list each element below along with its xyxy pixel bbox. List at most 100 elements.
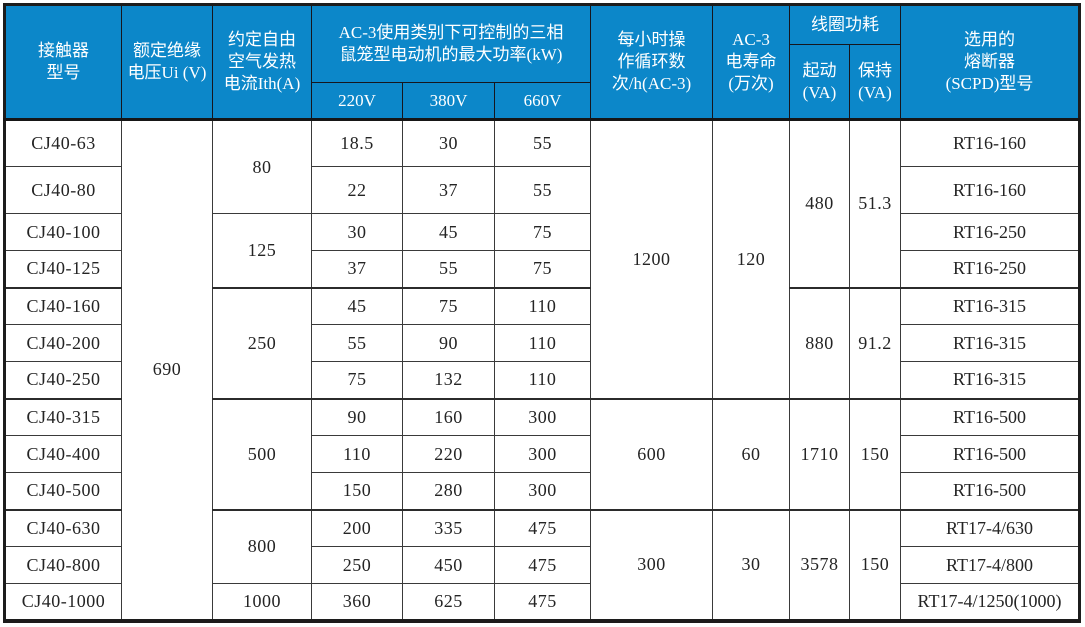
model-cell: CJ40-400 xyxy=(4,435,122,473)
model-cell: CJ40-315 xyxy=(4,397,122,436)
kw-660-cell: 300 xyxy=(494,435,591,473)
model-cell: CJ40-1000 xyxy=(4,583,122,621)
table-row: CJ40-250 75 132 110 RT16-315 xyxy=(4,361,1080,399)
table-row: CJ40-100 125 30 45 75 RT16-250 xyxy=(4,213,1080,288)
kw-660-cell: 55 xyxy=(494,166,591,214)
header-model: 接触器 型号 xyxy=(4,4,122,120)
kw-380-cell: 625 xyxy=(402,583,495,621)
kw-660-cell: 475 xyxy=(494,508,591,547)
header-fuse-type: 选用的 熔断器 (SCPD)型号 xyxy=(900,4,1080,120)
kw-660-cell: 475 xyxy=(494,583,591,621)
fuse-cell: RT16-250 xyxy=(900,213,1080,251)
cycles-cell: 300 xyxy=(590,508,713,621)
header-thermal-current: 约定自由 空气发热 电流Ith(A) xyxy=(212,4,312,120)
kw-220-cell: 90 xyxy=(311,397,403,436)
kw-660-cell: 75 xyxy=(494,213,591,251)
fuse-cell: RT16-315 xyxy=(900,286,1080,325)
fuse-cell: RT16-160 xyxy=(900,119,1080,167)
table-row: CJ40-400 110 220 300 RT16-500 xyxy=(4,435,1080,473)
kw-380-cell: 30 xyxy=(402,119,495,167)
fuse-cell: RT16-500 xyxy=(900,397,1080,436)
table-row: CJ40-63 690 80 18.5 30 55 1200 120 480 5… xyxy=(4,119,1080,621)
kw-660-cell: 55 xyxy=(494,119,591,167)
kw-380-cell: 90 xyxy=(402,324,495,362)
header-380v: 380V xyxy=(402,82,495,120)
kw-220-cell: 30 xyxy=(311,213,403,251)
coil-start-cell: 1710 xyxy=(789,397,850,510)
coil-start-cell: 3578 xyxy=(789,508,850,621)
table-row: CJ40-200 55 90 110 RT16-315 xyxy=(4,324,1080,362)
kw-380-cell: 75 xyxy=(402,286,495,325)
kw-380-cell: 132 xyxy=(402,361,495,399)
kw-380-cell: 55 xyxy=(402,250,495,288)
table-row: CJ40-500 150 280 300 RT16-500 xyxy=(4,472,1080,510)
fuse-cell: RT16-315 xyxy=(900,324,1080,362)
fuse-cell: RT16-250 xyxy=(900,250,1080,288)
model-cell: CJ40-800 xyxy=(4,546,122,584)
fuse-cell: RT16-500 xyxy=(900,435,1080,473)
model-cell: CJ40-63 xyxy=(4,119,122,167)
coil-start-cell: 880 xyxy=(789,286,850,399)
header-insulation-voltage: 额定绝缘 电压Ui (V) xyxy=(121,4,213,120)
kw-220-cell: 360 xyxy=(311,583,403,621)
thermal-current-cell: 800 xyxy=(212,508,312,584)
table-row: CJ40-800 250 450 475 RT17-4/800 xyxy=(4,546,1080,584)
model-cell: CJ40-500 xyxy=(4,472,122,510)
header-660v: 660V xyxy=(494,82,591,120)
header-coil-start: 起动 (VA) xyxy=(789,44,850,120)
kw-380-cell: 450 xyxy=(402,546,495,584)
header-coil-hold: 保持 (VA) xyxy=(849,44,901,120)
thermal-current-cell: 1000 xyxy=(212,583,312,621)
table-row: CJ40-630 800 200 335 475 300 30 3578 150… xyxy=(4,508,1080,621)
kw-660-cell: 475 xyxy=(494,546,591,584)
kw-220-cell: 22 xyxy=(311,166,403,214)
kw-380-cell: 220 xyxy=(402,435,495,473)
kw-660-cell: 110 xyxy=(494,286,591,325)
table-row: CJ40-1000 1000 360 625 475 RT17-4/1250(1… xyxy=(4,583,1080,621)
kw-660-cell: 75 xyxy=(494,250,591,288)
coil-hold-cell: 91.2 xyxy=(849,286,901,399)
thermal-current-cell: 500 xyxy=(212,397,312,510)
kw-380-cell: 37 xyxy=(402,166,495,214)
model-cell: CJ40-100 xyxy=(4,213,122,251)
model-cell: CJ40-160 xyxy=(4,286,122,325)
cycles-cell: 600 xyxy=(590,397,713,510)
model-cell: CJ40-125 xyxy=(4,250,122,288)
table-body: CJ40-63 690 80 18.5 30 55 1200 120 480 5… xyxy=(4,119,1080,621)
model-cell: CJ40-200 xyxy=(4,324,122,362)
coil-start-cell: 480 xyxy=(789,119,850,288)
fuse-cell: RT16-160 xyxy=(900,166,1080,214)
kw-220-cell: 250 xyxy=(311,546,403,584)
kw-220-cell: 150 xyxy=(311,472,403,510)
table-row: CJ40-80 22 37 55 RT16-160 xyxy=(4,166,1080,214)
model-cell: CJ40-630 xyxy=(4,508,122,547)
header-cycles-per-hour: 每小时操 作循环数 次/h(AC-3) xyxy=(590,4,713,120)
thermal-current-cell: 125 xyxy=(212,213,312,288)
kw-660-cell: 110 xyxy=(494,361,591,399)
thermal-current-cell: 250 xyxy=(212,286,312,399)
life-cell: 30 xyxy=(712,508,790,621)
life-cell: 120 xyxy=(712,119,790,399)
fuse-cell: RT16-500 xyxy=(900,472,1080,510)
kw-660-cell: 300 xyxy=(494,397,591,436)
coil-hold-cell: 150 xyxy=(849,397,901,510)
contactor-spec-table: 接触器 型号 额定绝缘 电压Ui (V) 约定自由 空气发热 电流Ith(A) … xyxy=(3,3,1081,623)
table-row: CJ40-125 37 55 75 RT16-250 xyxy=(4,250,1080,288)
table-header: 接触器 型号 额定绝缘 电压Ui (V) 约定自由 空气发热 电流Ith(A) … xyxy=(4,4,1080,120)
kw-220-cell: 45 xyxy=(311,286,403,325)
model-cell: CJ40-80 xyxy=(4,166,122,214)
coil-hold-cell: 150 xyxy=(849,508,901,621)
fuse-cell: RT17-4/800 xyxy=(900,546,1080,584)
contactor-spec-table-wrap: 接触器 型号 额定绝缘 电压Ui (V) 约定自由 空气发热 电流Ith(A) … xyxy=(3,3,1081,623)
kw-660-cell: 110 xyxy=(494,324,591,362)
fuse-cell: RT16-315 xyxy=(900,361,1080,399)
kw-220-cell: 200 xyxy=(311,508,403,547)
header-coil-power-group: 线圈功耗 xyxy=(789,4,901,45)
table-row: CJ40-315 500 90 160 300 600 60 1710 150 … xyxy=(4,397,1080,510)
fuse-cell: RT17-4/630 xyxy=(900,508,1080,547)
kw-220-cell: 18.5 xyxy=(311,119,403,167)
model-cell: CJ40-250 xyxy=(4,361,122,399)
cycles-cell: 1200 xyxy=(590,119,713,399)
header-kw-group: AC-3使用类别下可控制的三相 鼠笼型电动机的最大功率(kW) xyxy=(311,4,591,83)
kw-380-cell: 280 xyxy=(402,472,495,510)
